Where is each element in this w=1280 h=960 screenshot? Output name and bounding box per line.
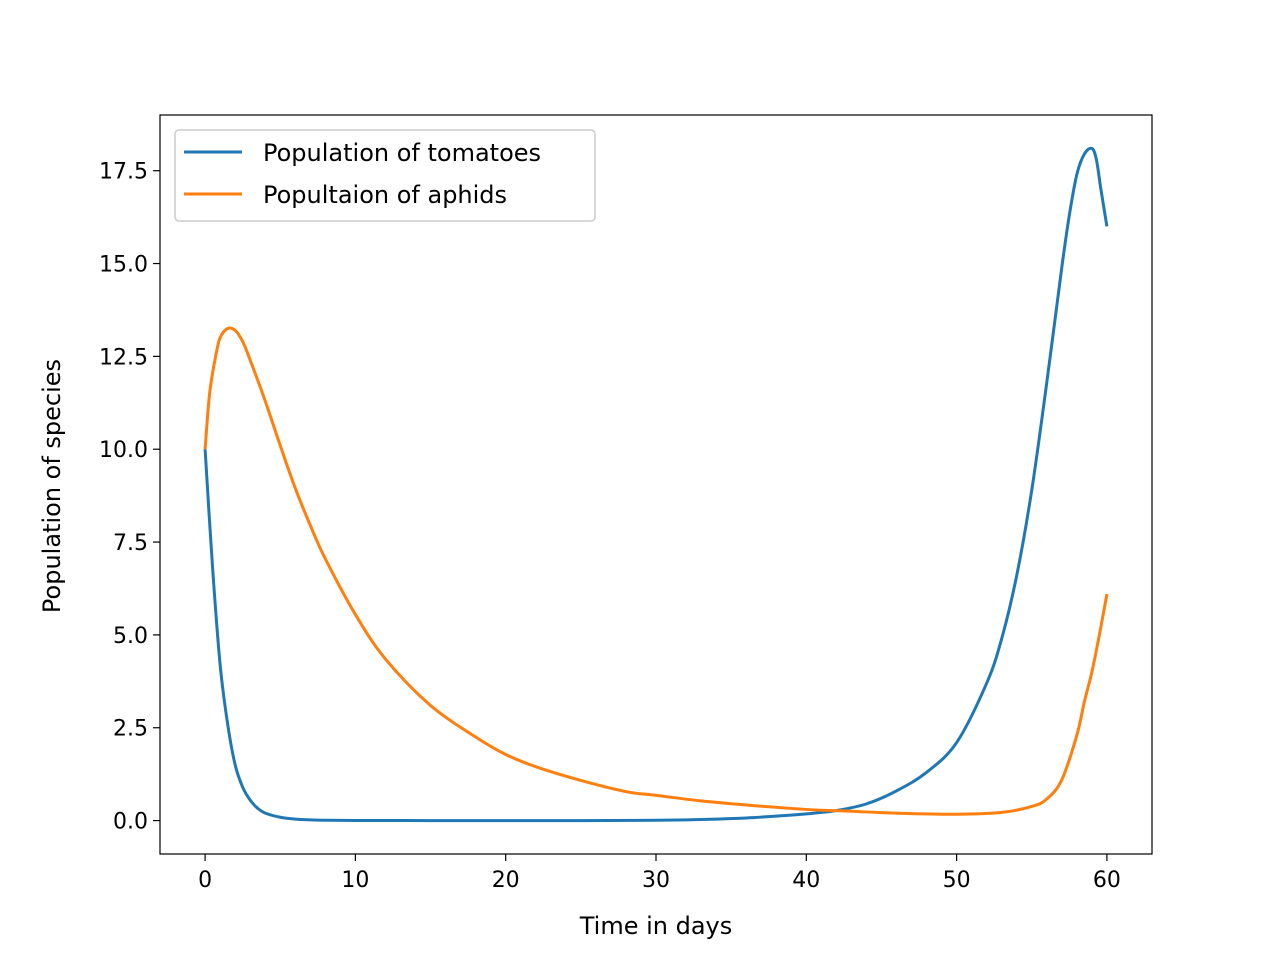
plot-area bbox=[160, 115, 1152, 854]
legend-label-tomatoes: Population of tomatoes bbox=[263, 139, 541, 167]
y-tick-label: 17.5 bbox=[99, 160, 148, 185]
x-tick-label: 50 bbox=[943, 868, 971, 893]
series-layer bbox=[203, 146, 1109, 823]
y-axis-label: Population of species bbox=[38, 359, 66, 613]
x-tick-label: 60 bbox=[1093, 868, 1121, 893]
y-tick-label: 15.0 bbox=[99, 253, 148, 278]
series-line-tomatoes bbox=[203, 146, 1109, 823]
x-tick-label: 30 bbox=[642, 868, 670, 893]
legend: Population of tomatoes Popultaion of aph… bbox=[174, 129, 596, 222]
legend-label-aphids: Popultaion of aphids bbox=[263, 181, 507, 209]
y-axis-ticks: 0.0 2.5 5.0 7.5 10.0 12.5 15.0 17.5 bbox=[99, 160, 160, 835]
y-tick-label: 12.5 bbox=[99, 345, 148, 370]
x-tick-label: 40 bbox=[792, 868, 820, 893]
series-line-aphids bbox=[203, 326, 1109, 816]
y-tick-label: 0.0 bbox=[113, 810, 148, 835]
x-axis-label: Time in days bbox=[579, 912, 733, 940]
x-axis-ticks: 0 10 20 30 40 50 60 bbox=[198, 854, 1121, 893]
y-tick-label: 7.5 bbox=[113, 531, 148, 556]
y-tick-label: 5.0 bbox=[113, 624, 148, 649]
x-tick-label: 10 bbox=[341, 868, 369, 893]
x-tick-label: 20 bbox=[492, 868, 520, 893]
legend-box bbox=[174, 129, 596, 222]
x-tick-label: 0 bbox=[198, 868, 212, 893]
y-tick-label: 2.5 bbox=[113, 717, 148, 742]
y-tick-label: 10.0 bbox=[99, 438, 148, 463]
